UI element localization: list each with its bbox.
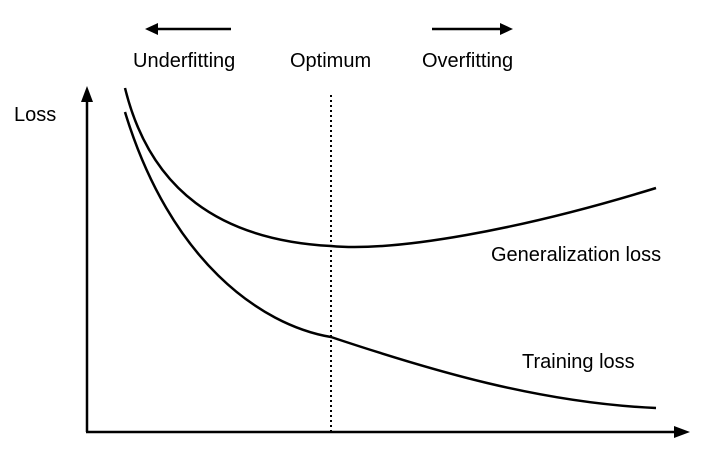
optimum-label: Optimum — [290, 50, 372, 72]
overfitting-label: Overfitting — [422, 50, 514, 72]
y-axis-arrowhead — [81, 86, 93, 102]
x-axis-arrowhead — [674, 426, 690, 438]
training-loss-curve — [123, 111, 657, 410]
generalization-loss-label: Generalization loss — [491, 244, 662, 266]
underfitting-arrowhead — [145, 23, 158, 35]
generalization-loss-curve — [123, 87, 657, 249]
y-axis-label: Loss — [14, 104, 57, 126]
underfitting-label: Underfitting — [133, 50, 236, 72]
training-loss-label: Training loss — [522, 351, 635, 373]
overfitting-arrowhead — [500, 23, 513, 35]
